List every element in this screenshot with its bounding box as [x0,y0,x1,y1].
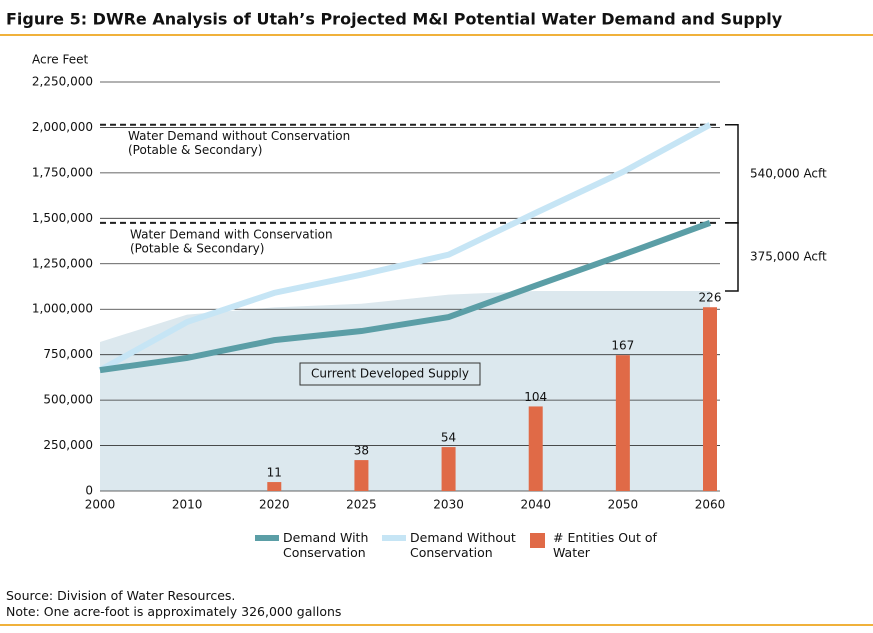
supply-label-text: Current Developed Supply [311,367,469,381]
bar-value-label: 38 [354,444,369,458]
y-tick-label: 1,750,000 [32,165,93,179]
bar-value-label: 54 [441,431,456,445]
x-tick-label: 2040 [520,498,551,512]
x-tick-label: 2000 [85,498,116,512]
supply-label: Current Developed Supply [299,362,481,386]
supply-label-box [299,362,481,386]
bracket [725,222,739,292]
y-tick-label: 1,500,000 [32,211,93,225]
bar [441,447,456,491]
y-tick-label: 2,250,000 [32,75,93,89]
line [98,122,712,373]
y-axis-label: Acre Feet [32,53,88,67]
y-tick-label: 0 [85,484,93,498]
x-tick-label: 2025 [346,498,377,512]
y-tick-label: 2,000,000 [32,120,93,134]
y-tick-label: 1,000,000 [32,302,93,316]
bar-value-label: 167 [611,339,634,353]
y-tick-label: 500,000 [43,393,93,407]
y-tick-label: 1,250,000 [32,256,93,270]
legend-label: Demand With Conservation [283,530,369,560]
bar [267,482,282,491]
reference-label: Water Demand without Conservation [128,129,350,143]
bar [703,307,717,491]
bracket-label: 375,000 Acft [750,249,827,263]
note: Note: One acre-foot is approximately 326… [6,604,342,619]
y-tick-label: 750,000 [43,347,93,361]
bar [528,406,543,491]
source: Source: Division of Water Resources. [6,588,236,603]
line [99,220,712,374]
legend-swatch [255,535,279,541]
legend-label: # Entities Out of Water [553,530,657,560]
bar [615,355,630,491]
y-tick-label: 250,000 [43,438,93,452]
legend-swatch [530,533,545,548]
legend-swatch [382,535,406,541]
chart-title: Figure 5: DWRe Analysis of Utah’s Projec… [6,10,783,29]
supply-area [100,291,710,491]
legend-label: Demand Without Conservation [410,530,516,560]
reference-label: (Potable & Secondary) [130,241,264,255]
reference-label: Water Demand with Conservation [130,227,333,241]
x-tick-label: 2050 [608,498,639,512]
bar [354,460,369,491]
x-tick-label: 2060 [695,498,726,512]
bracket [725,123,739,224]
bar-value-label: 11 [267,466,282,480]
x-tick-label: 2010 [172,498,203,512]
bar-value-label: 104 [524,390,547,404]
x-tick-label: 2020 [259,498,290,512]
reference-label: (Potable & Secondary) [128,143,262,157]
bracket-label: 540,000 Acft [750,166,827,180]
x-tick-label: 2030 [433,498,464,512]
bar-value-label: 226 [699,291,722,305]
